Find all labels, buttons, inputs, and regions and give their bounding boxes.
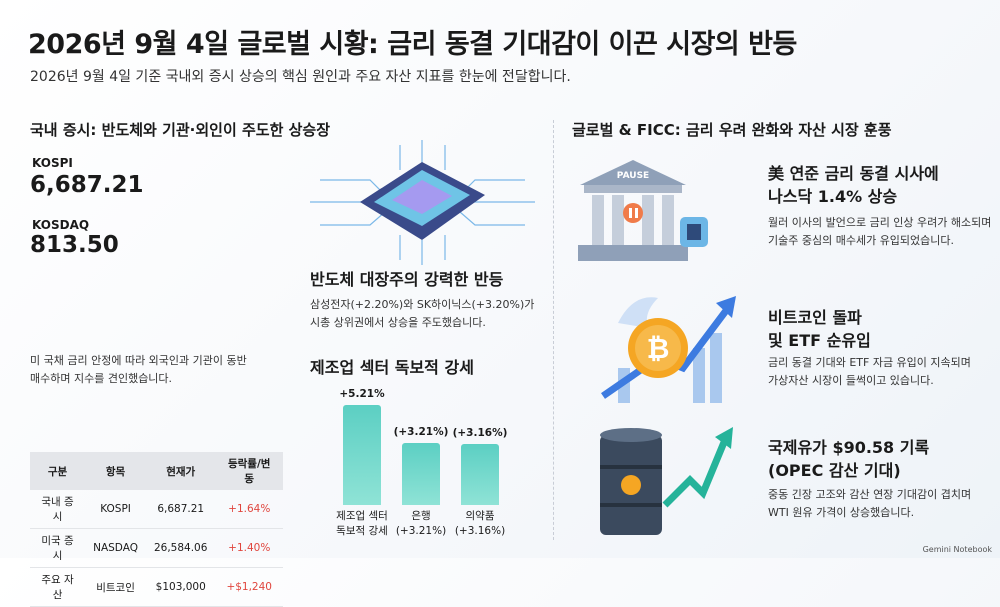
semiconductor-title: 반도체 대장주의 강력한 반등 (310, 270, 504, 289)
footer: Gemini Notebook (922, 545, 992, 554)
note: 미 국채 금리 안정에 따라 외국인과 기관이 동반 매수하며 지수를 견인했습… (30, 354, 247, 385)
value-label: (+3.21%) (393, 426, 449, 439)
table-header-row: 구분 항목 현재가 등락률/변동 (30, 452, 283, 490)
cell: 주요 자산 (30, 567, 86, 607)
header-cell: 구분 (30, 452, 86, 490)
category-label: 은행 (+3.21%) (395, 510, 447, 537)
semiconductor-body: 삼성전자(+2.20%)와 SK하이닉스(+3.20%)가 시총 상위권에서 상… (310, 298, 535, 329)
index-name: KOSDAQ (32, 218, 90, 232)
divider (553, 120, 554, 540)
cell: NASDAQ (85, 528, 146, 568)
svg-text:₿: ₿ (647, 332, 670, 365)
bar (461, 444, 499, 505)
bank-sign: PAUSE (617, 171, 649, 181)
bitcoin-icon: ₿ (601, 296, 736, 403)
chart-title: 제조업 섹터 독보적 강세 (310, 358, 474, 377)
item-title: 국제유가 $90.58 기록 (OPEC 감산 기대) (768, 438, 930, 480)
bar (343, 405, 381, 505)
cell: KOSPI (85, 490, 146, 529)
cell: 국내 증시 (30, 490, 86, 529)
header-cell: 항목 (85, 452, 146, 490)
item-title: 비트코인 돌파 및 ETF 순유입 (768, 308, 871, 350)
cell: 6,687.21 (145, 490, 216, 529)
cell: +1.40% (215, 528, 283, 568)
section-heading: 글로벌 & FICC: 금리 우려 완화와 자산 시장 훈풍 (572, 121, 892, 139)
item-body: 월러 이사의 발언으로 금리 인상 우려가 해소되며 기술주 중심의 매수세가 … (768, 216, 992, 247)
value-label: +5.21% (339, 388, 385, 400)
header-cell: 등락률/변동 (215, 452, 283, 490)
item-body: 금리 동결 기대와 ETF 자금 유입이 지속되며 가상자산 시장이 들썩이고 … (768, 356, 971, 387)
cell: 26,584.06 (145, 528, 216, 568)
index-name: KOSPI (32, 156, 73, 170)
table-row: 주요 자산 비트코인 $103,000 +$1,240 (30, 567, 283, 607)
table-row: 국내 증시 KOSPI 6,687.21 +1.64% (30, 490, 283, 529)
title: 2026년 9월 4일 글로벌 시황: 금리 동결 기대감이 이끈 시장의 반등 (28, 29, 797, 60)
value-label: (+3.16%) (452, 427, 508, 440)
cell: +1.64% (215, 490, 283, 529)
chip-icon (310, 140, 535, 265)
subtitle: 2026년 9월 4일 기준 국내외 증시 상승의 핵심 원인과 주요 자산 지… (30, 69, 571, 85)
bank-icon: PAUSE (578, 160, 708, 261)
table-row: 미국 증시 NASDAQ 26,584.06 +1.40% (30, 528, 283, 568)
header-cell: 현재가 (145, 452, 216, 490)
bar (402, 443, 440, 505)
bar-chart: +5.21% 제조업 섹터 독보적 강세 (+3.21%) 은행 (+3.21%) (+… (322, 388, 522, 537)
cell: 비트코인 (85, 567, 146, 607)
cell: $103,000 (145, 567, 216, 607)
item-title: 美 연준 금리 동결 시사에 나스닥 1.4% 상승 (768, 164, 939, 206)
cell: +$1,240 (215, 567, 283, 607)
category-label: 의약품 (+3.16%) (454, 510, 506, 537)
index-value: 6,687.21 (30, 172, 144, 198)
summary-table: 구분 항목 현재가 등락률/변동 국내 증시 KOSPI 6,687.21 +1.64% 미국 … (30, 452, 283, 607)
table: 구분 항목 현재가 등락률/변동 국내 증시 KOSPI 6,687.21 +1.64% 미국 … (30, 452, 283, 607)
category-label: 제조업 섹터 독보적 강세 (336, 510, 388, 537)
oil-icon (600, 427, 733, 535)
item-body: 중동 긴장 고조와 감산 연장 기대감이 겹치며 WTI 원유 가격이 상승했습… (768, 488, 972, 519)
section-heading: 국내 증시: 반도체와 기관·외인이 주도한 상승장 (30, 121, 331, 139)
index-value: 813.50 (30, 232, 119, 258)
cell: 미국 증시 (30, 528, 86, 568)
